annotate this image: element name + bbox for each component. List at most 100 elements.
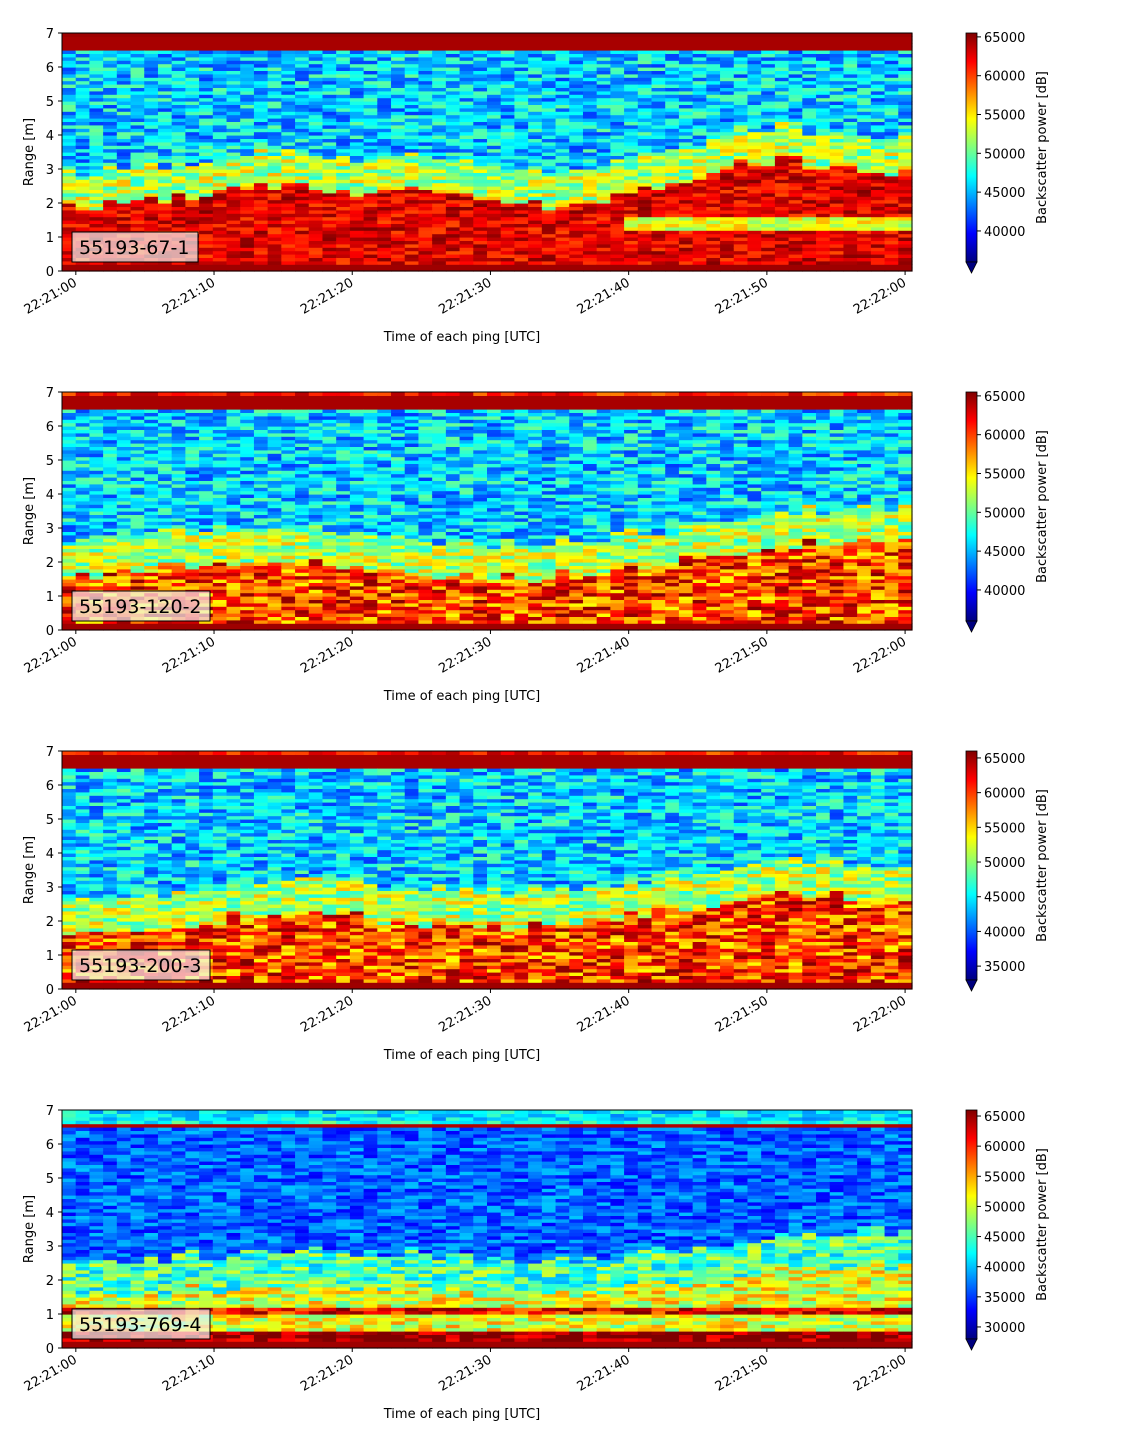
x-tick-label: 22:21:00 <box>22 993 80 1035</box>
colorbar-tick-label: 55000 <box>984 468 1025 483</box>
panel-4: 0 1 2 3 4 5 6 7 22:21:00 22:21:10 22:21:20 22:21:30… <box>22 1104 1050 1422</box>
y-tick-label: 0 <box>46 1342 54 1357</box>
colorbar-gradient <box>965 391 978 622</box>
serial-label: 55193-67-1 <box>79 237 189 259</box>
colorbar-extend-arrow <box>965 620 978 633</box>
y-tick-label: 6 <box>46 420 54 435</box>
colorbar-tick-label: 50000 <box>984 856 1025 871</box>
serial-label-box <box>71 949 211 981</box>
axes-frame <box>61 1109 913 1349</box>
colorbar-extend-arrow <box>965 1338 978 1351</box>
colorbar-tick-label: 65000 <box>984 31 1025 46</box>
colorbar-tick-label: 45000 <box>984 545 1025 560</box>
colorbar-tick-label: 45000 <box>984 891 1025 906</box>
x-tick-label: 22:21:00 <box>22 275 80 317</box>
y-tick-label: 5 <box>46 813 54 828</box>
y-tick-label: 2 <box>46 915 54 930</box>
colorbar: 40000 45000 50000 55000 60000 65000 Backscatte… <box>965 31 1050 274</box>
colorbar-tick-label: 40000 <box>984 1261 1025 1276</box>
x-axis-label: Time of each ping [UTC] <box>383 1048 541 1063</box>
echogram-heatmap <box>62 392 913 631</box>
y-tick-label: 1 <box>46 231 54 246</box>
colorbar-tick-label: 65000 <box>984 1110 1025 1125</box>
colorbar-tick-label: 55000 <box>984 821 1025 836</box>
colorbar-tick-label: 65000 <box>984 390 1025 405</box>
y-tick-label: 7 <box>46 1104 54 1119</box>
y-tick-label: 4 <box>46 847 54 862</box>
x-axis-label: Time of each ping [UTC] <box>383 1407 541 1422</box>
y-tick-label: 6 <box>46 1138 54 1153</box>
x-tick-label: 22:21:00 <box>22 634 80 676</box>
colorbar-tick-label: 50000 <box>984 506 1025 521</box>
x-tick-label: 22:21:00 <box>22 1352 80 1394</box>
colorbar-tick-label: 30000 <box>984 1321 1025 1336</box>
x-tick-label: 22:21:50 <box>713 993 771 1035</box>
colorbar-gradient <box>965 32 978 263</box>
colorbar-tick-label: 60000 <box>984 1140 1025 1155</box>
echogram-heatmap <box>62 751 913 990</box>
x-tick-label: 22:21:50 <box>713 1352 771 1394</box>
y-tick-label: 5 <box>46 1172 54 1187</box>
colorbar-tick-label: 60000 <box>984 429 1025 444</box>
colorbar-tick-label: 60000 <box>984 70 1025 85</box>
y-tick-label: 4 <box>46 488 54 503</box>
panel-1: 0 1 2 3 4 5 6 7 22:21:00 22:21:10 22:21:20 22:21:30… <box>22 27 1050 345</box>
serial-label: 55193-120-2 <box>79 596 202 618</box>
panel-3: 0 1 2 3 4 5 6 7 22:21:00 22:21:10 22:21:20 22:21:30… <box>22 745 1050 1063</box>
y-tick-label: 2 <box>46 1274 54 1289</box>
serial-label-box <box>71 1308 211 1340</box>
colorbar-tick-label: 35000 <box>984 1291 1025 1306</box>
y-tick-label: 6 <box>46 61 54 76</box>
x-tick-label: 22:21:20 <box>298 634 356 676</box>
panel-2: 0 1 2 3 4 5 6 7 22:21:00 22:21:10 22:21:20 22:21:30… <box>22 386 1050 704</box>
y-axis-label: Range [m] <box>22 477 37 545</box>
y-tick-label: 0 <box>46 624 54 639</box>
colorbar-tick-label: 55000 <box>984 109 1025 124</box>
x-tick-label: 22:22:00 <box>851 275 909 317</box>
echogram-heatmap <box>62 1110 913 1349</box>
y-tick-label: 5 <box>46 454 54 469</box>
y-tick-label: 3 <box>46 163 54 178</box>
colorbar-label: Backscatter power [dB] <box>1035 789 1050 942</box>
x-tick-label: 22:21:10 <box>160 634 218 676</box>
colorbar: 35000 40000 45000 50000 55000 60000 65000 Backs… <box>965 750 1050 992</box>
echogram-heatmap <box>62 33 913 272</box>
axes-frame <box>61 391 913 631</box>
y-axis-label: Range [m] <box>22 836 37 904</box>
y-tick-label: 3 <box>46 881 54 896</box>
colorbar-gradient <box>965 750 978 981</box>
colorbar-label: Backscatter power [dB] <box>1035 430 1050 583</box>
y-tick-label: 1 <box>46 1308 54 1323</box>
y-tick-label: 0 <box>46 983 54 998</box>
y-tick-label: 7 <box>46 745 54 760</box>
y-axis-label: Range [m] <box>22 1195 37 1263</box>
y-tick-label: 7 <box>46 27 54 42</box>
colorbar-extend-arrow <box>965 979 978 992</box>
x-tick-label: 22:21:10 <box>160 275 218 317</box>
colorbar-label: Backscatter power [dB] <box>1035 71 1050 224</box>
y-tick-label: 5 <box>46 95 54 110</box>
colorbar: 40000 45000 50000 55000 60000 65000 Backscatte… <box>965 390 1050 633</box>
y-tick-label: 3 <box>46 522 54 537</box>
colorbar-gradient <box>965 1109 978 1340</box>
colorbar-tick-label: 35000 <box>984 960 1025 975</box>
x-tick-label: 22:21:20 <box>298 993 356 1035</box>
x-tick-label: 22:21:30 <box>436 634 494 676</box>
x-tick-label: 22:22:00 <box>851 1352 909 1394</box>
x-tick-label: 22:21:50 <box>713 275 771 317</box>
x-axis-label: Time of each ping [UTC] <box>383 330 541 345</box>
y-tick-label: 1 <box>46 949 54 964</box>
y-tick-label: 2 <box>46 197 54 212</box>
x-tick-label: 22:21:40 <box>575 634 633 676</box>
colorbar-tick-label: 60000 <box>984 787 1025 802</box>
y-tick-label: 1 <box>46 590 54 605</box>
serial-label: 55193-769-4 <box>79 1314 202 1336</box>
colorbar-tick-label: 45000 <box>984 186 1025 201</box>
x-tick-label: 22:21:40 <box>575 1352 633 1394</box>
colorbar-label: Backscatter power [dB] <box>1035 1148 1050 1301</box>
colorbar: 30000 35000 40000 45000 50000 55000 60000 65000… <box>965 1109 1050 1351</box>
x-tick-label: 22:21:30 <box>436 993 494 1035</box>
x-tick-label: 22:21:30 <box>436 275 494 317</box>
y-axis-label: Range [m] <box>22 118 37 186</box>
